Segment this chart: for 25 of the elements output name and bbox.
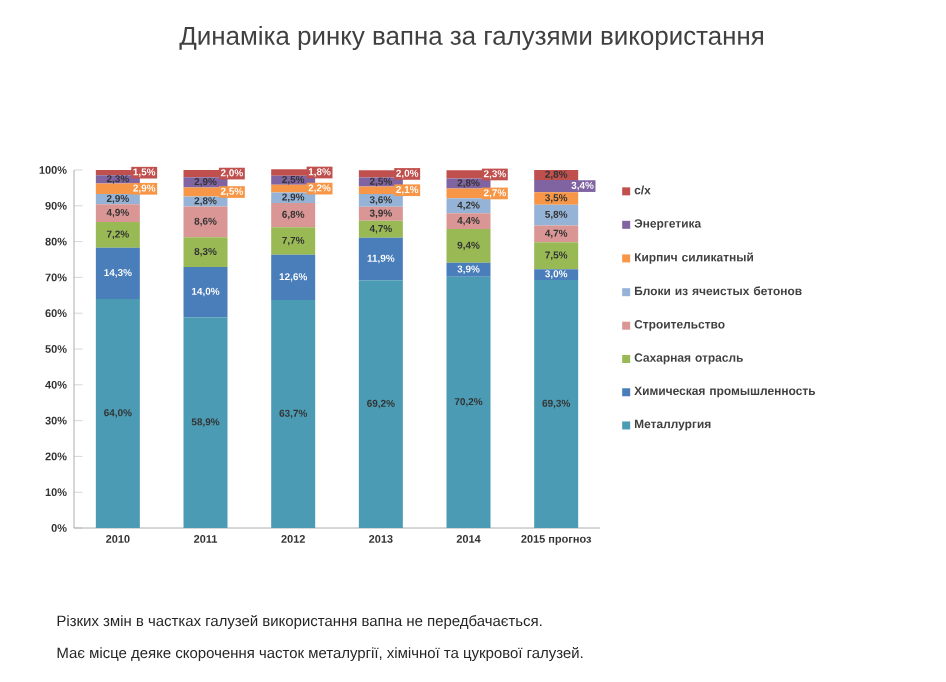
bar	[95, 247, 140, 299]
bar	[534, 192, 579, 205]
bar	[446, 276, 491, 528]
bar	[183, 317, 228, 528]
bar	[271, 227, 316, 255]
bar	[183, 196, 228, 207]
bar	[534, 279, 579, 528]
bar	[446, 262, 491, 277]
bar	[534, 242, 579, 270]
bar	[271, 299, 316, 528]
bar	[183, 206, 228, 238]
bar	[271, 202, 316, 228]
bar	[183, 267, 228, 318]
bar	[446, 229, 491, 263]
bar	[358, 237, 403, 281]
bar	[183, 237, 228, 268]
bar	[95, 298, 140, 528]
bar	[271, 254, 316, 300]
bar	[95, 221, 140, 248]
bar	[95, 204, 140, 222]
chart-title: Динаміка ринку вапна за галузями використання	[179, 25, 763, 51]
bar	[358, 220, 403, 238]
bar	[358, 280, 403, 528]
bar	[534, 225, 579, 243]
bar	[446, 213, 491, 230]
